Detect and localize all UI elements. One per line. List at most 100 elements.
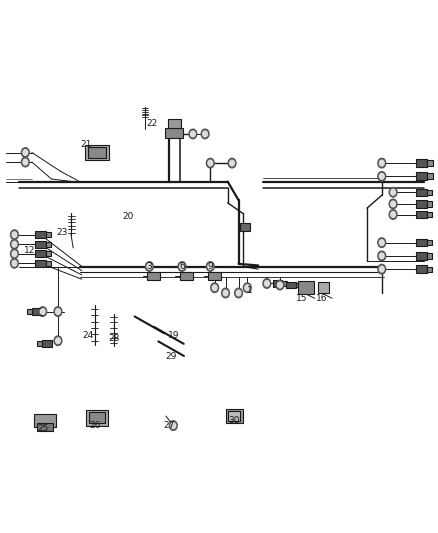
Circle shape — [379, 174, 384, 179]
Bar — [86, 410, 108, 425]
Circle shape — [12, 261, 17, 266]
Text: 20: 20 — [122, 212, 133, 221]
Circle shape — [263, 279, 271, 288]
Circle shape — [54, 307, 62, 317]
Circle shape — [378, 172, 386, 181]
Circle shape — [212, 285, 217, 290]
Bar — [318, 282, 329, 293]
Circle shape — [211, 283, 219, 293]
Bar — [32, 308, 42, 316]
Circle shape — [391, 212, 396, 217]
Circle shape — [23, 150, 28, 155]
Circle shape — [222, 288, 230, 298]
Circle shape — [391, 201, 396, 207]
Bar — [46, 241, 51, 247]
Bar — [416, 211, 427, 218]
Circle shape — [23, 159, 28, 165]
Bar — [416, 265, 427, 273]
Bar — [88, 147, 106, 158]
Circle shape — [389, 188, 397, 197]
Bar — [427, 240, 432, 245]
Circle shape — [208, 160, 212, 166]
Circle shape — [379, 160, 384, 166]
Bar — [27, 309, 32, 314]
Bar — [226, 409, 243, 423]
Circle shape — [180, 264, 184, 269]
Text: 25: 25 — [37, 424, 49, 433]
Bar — [416, 172, 427, 181]
Circle shape — [189, 129, 197, 139]
Circle shape — [378, 251, 386, 261]
Circle shape — [244, 283, 251, 293]
Circle shape — [379, 266, 384, 272]
Circle shape — [265, 280, 269, 286]
Bar — [427, 212, 432, 217]
Circle shape — [12, 251, 17, 256]
Text: 19: 19 — [168, 331, 179, 340]
Text: 23: 23 — [57, 228, 68, 237]
Circle shape — [389, 210, 397, 219]
Text: 6: 6 — [179, 262, 185, 271]
Circle shape — [54, 336, 62, 345]
Circle shape — [206, 158, 214, 168]
Text: 16: 16 — [315, 294, 327, 303]
Bar — [427, 173, 433, 179]
Bar — [427, 266, 432, 272]
Bar — [427, 160, 433, 166]
Circle shape — [11, 230, 18, 239]
Bar — [168, 118, 181, 128]
Circle shape — [223, 290, 228, 296]
Circle shape — [206, 262, 214, 271]
Circle shape — [145, 262, 153, 271]
Bar — [89, 412, 106, 423]
Bar — [46, 251, 51, 256]
Bar — [35, 231, 46, 238]
Bar — [208, 272, 221, 280]
Bar — [427, 190, 432, 195]
Circle shape — [236, 290, 241, 296]
Circle shape — [40, 309, 45, 314]
Bar — [166, 128, 183, 138]
Bar — [46, 261, 51, 266]
Circle shape — [191, 131, 195, 137]
Bar — [85, 144, 109, 160]
Circle shape — [378, 238, 386, 247]
Bar — [180, 272, 193, 280]
Text: 21: 21 — [81, 140, 92, 149]
Circle shape — [147, 264, 152, 269]
Circle shape — [228, 158, 236, 168]
Circle shape — [378, 158, 386, 168]
Circle shape — [389, 199, 397, 209]
Circle shape — [230, 160, 234, 166]
Bar — [35, 260, 46, 267]
Circle shape — [201, 129, 209, 139]
Text: 24: 24 — [83, 331, 94, 340]
Bar — [37, 341, 42, 346]
Bar — [42, 340, 52, 347]
Bar — [34, 414, 56, 427]
Circle shape — [276, 280, 284, 290]
Circle shape — [379, 253, 384, 259]
Bar — [296, 282, 300, 287]
Text: 26: 26 — [89, 421, 101, 430]
Bar — [416, 159, 427, 167]
Bar — [35, 250, 46, 257]
Circle shape — [56, 338, 60, 344]
Bar — [416, 239, 427, 246]
Circle shape — [278, 282, 282, 288]
Bar — [283, 281, 287, 286]
Text: 22: 22 — [146, 119, 157, 128]
Circle shape — [245, 285, 250, 290]
Bar — [416, 252, 427, 260]
Bar — [147, 272, 160, 280]
Circle shape — [208, 264, 212, 269]
Bar — [427, 201, 432, 207]
Text: 1: 1 — [247, 286, 252, 295]
Circle shape — [379, 240, 384, 246]
Text: 12: 12 — [24, 246, 35, 255]
Circle shape — [235, 288, 243, 298]
Circle shape — [12, 232, 17, 238]
Bar — [228, 411, 240, 421]
Circle shape — [11, 249, 18, 259]
Text: 3: 3 — [146, 262, 152, 271]
